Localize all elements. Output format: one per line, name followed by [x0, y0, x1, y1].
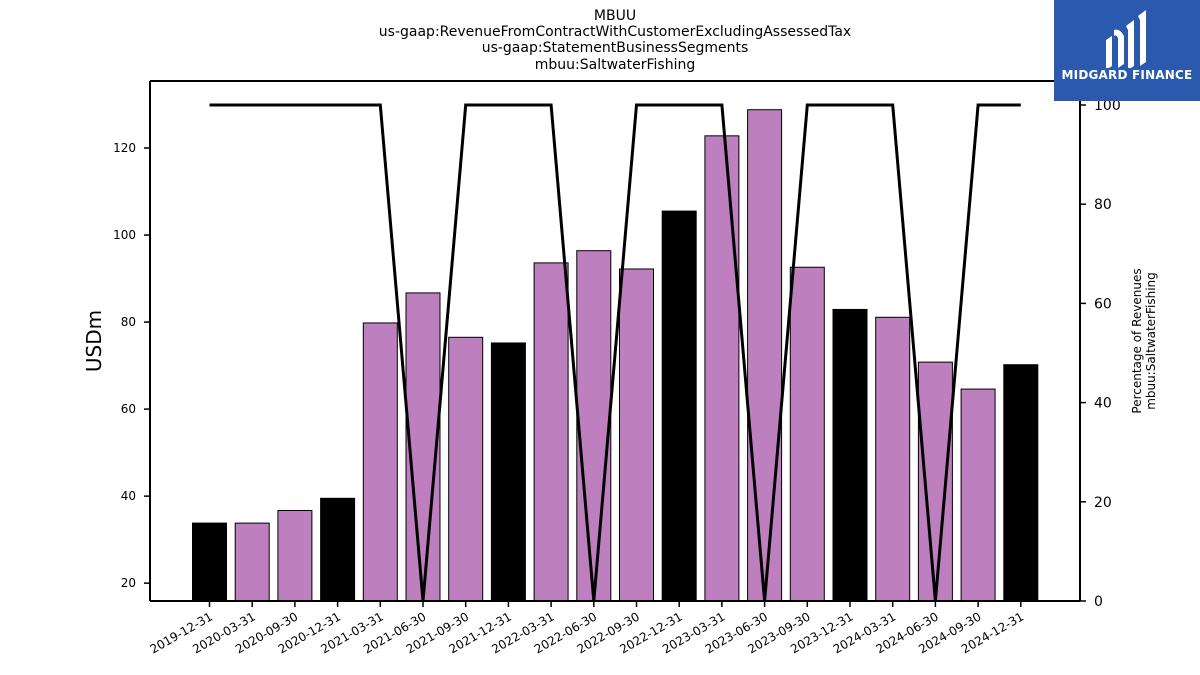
bar-2020-12-31 — [320, 497, 356, 602]
bar-2023-09-30 — [789, 266, 825, 602]
bar-2022-06-30 — [576, 250, 612, 602]
x-ticks-group: 2019-12-312020-03-312020-09-302020-12-31… — [148, 601, 1026, 656]
bar-2020-09-30 — [277, 509, 313, 602]
y2-tick-label-20: 20 — [1094, 495, 1112, 511]
bar-2021-03-31 — [362, 322, 398, 602]
bar-2024-06-30 — [917, 361, 953, 602]
axes-group — [149, 80, 1081, 602]
y-ticks-group: 20 40 60 80 100 120 — [113, 141, 150, 590]
logo-text: MIDGARD FINANCE — [1061, 68, 1193, 82]
bar-2023-12-31 — [832, 308, 868, 602]
y-tick-label-120: 120 — [113, 141, 136, 155]
y2-axis-label-line2: mbuu:SaltwaterFishing — [1144, 272, 1158, 410]
bar-2022-09-30 — [619, 268, 654, 602]
bar-2019-12-31 — [192, 522, 227, 602]
title-line-member: mbuu:SaltwaterFishing — [535, 57, 695, 73]
bar-2022-03-31 — [533, 262, 569, 602]
title-line-ticker: MBUU — [594, 8, 636, 24]
y-tick-label-60: 60 — [121, 402, 136, 416]
bar-2021-09-30 — [448, 336, 484, 602]
y2-tick-label-80: 80 — [1094, 197, 1112, 213]
bar-2024-03-31 — [875, 316, 911, 602]
bar-2023-06-30 — [747, 109, 783, 602]
y2-tick-label-40: 40 — [1094, 396, 1112, 412]
y2-axis-label: Percentage of Revenues mbuu:SaltwaterFis… — [1130, 268, 1158, 413]
y2-tick-label-60: 60 — [1094, 296, 1112, 312]
y-tick-label-100: 100 — [113, 228, 136, 242]
bars-group — [192, 109, 1039, 602]
bar-2021-12-31 — [490, 342, 526, 602]
y2-ticks-group: 0 20 40 60 80 100 — [1080, 98, 1121, 610]
y2-tick-label-0: 0 — [1094, 594, 1103, 610]
title-line-axis: us-gaap:StatementBusinessSegments — [482, 40, 749, 56]
bar-2024-09-30 — [960, 388, 996, 602]
y2-tick-label-100: 100 — [1094, 98, 1121, 114]
bar-2022-12-31 — [661, 210, 697, 602]
title-line-concept: us-gaap:RevenueFromContractWithCustomerE… — [379, 24, 851, 40]
chart-title: MBUU us-gaap:RevenueFromContractWithCust… — [379, 8, 851, 73]
bar-2021-06-30 — [405, 292, 441, 602]
bar-2024-12-31 — [1003, 364, 1039, 602]
percentage-line — [209, 103, 1021, 602]
y-tick-label-80: 80 — [121, 315, 136, 329]
y-axis-label: USDm — [82, 310, 106, 372]
y-tick-label-40: 40 — [121, 489, 136, 503]
y-tick-label-20: 20 — [121, 576, 136, 590]
midgard-finance-logo: MIDGARD FINANCE — [1054, 0, 1200, 101]
bar-2020-03-31 — [234, 522, 270, 602]
percentage-line-group — [209, 103, 1021, 602]
bar-2023-03-31 — [704, 135, 740, 602]
logo-mark-icon — [1106, 10, 1146, 68]
y2-axis-label-line1: Percentage of Revenues — [1130, 268, 1144, 413]
